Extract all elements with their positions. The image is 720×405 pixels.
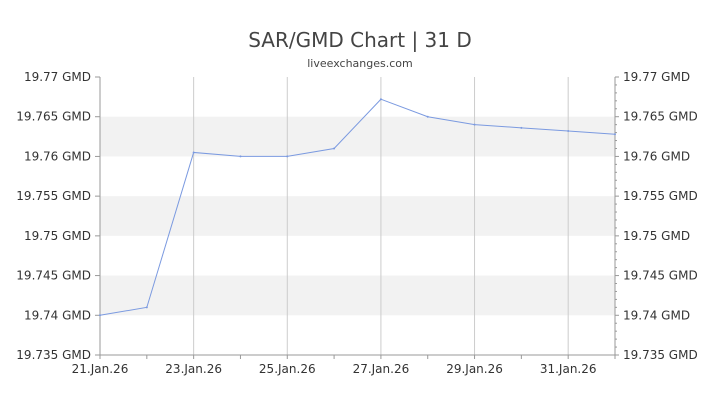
y-tick-label-left: 19.75 GMD bbox=[24, 229, 91, 243]
chart-title: SAR/GMD Chart | 31 D bbox=[248, 28, 472, 52]
data-point bbox=[145, 306, 148, 309]
y-tick-label-right: 19.735 GMD bbox=[623, 348, 698, 362]
y-tick-label-left: 19.765 GMD bbox=[16, 110, 91, 124]
data-point bbox=[473, 123, 476, 126]
y-tick-label-left: 19.735 GMD bbox=[16, 348, 91, 362]
data-point bbox=[614, 133, 616, 136]
data-point bbox=[239, 155, 242, 158]
y-tick-label-left: 19.76 GMD bbox=[24, 149, 91, 163]
x-tick-label: 21.Jan.26 bbox=[72, 362, 129, 376]
y-axis-left-ticks: 19.77 GMD 19.765 GMD 19.76 GMD 19.755 GMD 19… bbox=[16, 70, 100, 362]
x-tick-label: 27.Jan.26 bbox=[353, 362, 410, 376]
series-line bbox=[99, 98, 616, 316]
y-tick-label-left: 19.745 GMD bbox=[16, 269, 91, 283]
data-point bbox=[520, 126, 523, 129]
y-tick-label-left: 19.755 GMD bbox=[16, 189, 91, 203]
plot-band bbox=[100, 275, 615, 316]
plot-band bbox=[100, 196, 615, 236]
y-tick-label-right: 19.75 GMD bbox=[623, 229, 690, 243]
data-point bbox=[426, 115, 429, 118]
y-tick-label-left: 19.77 GMD bbox=[24, 70, 91, 84]
y-tick-label-right: 19.755 GMD bbox=[623, 189, 698, 203]
y-tick-label-left: 19.74 GMD bbox=[24, 308, 91, 322]
data-point bbox=[99, 314, 101, 317]
y-tick-label-right: 19.77 GMD bbox=[623, 70, 690, 84]
data-point bbox=[192, 151, 195, 154]
y-tick-label-right: 19.74 GMD bbox=[623, 308, 690, 322]
x-tick-label: 25.Jan.26 bbox=[259, 362, 316, 376]
series-group bbox=[99, 98, 616, 317]
x-tick-label: 29.Jan.26 bbox=[446, 362, 503, 376]
chart-subtitle: liveexchanges.com bbox=[307, 57, 412, 70]
y-axis-right-ticks: 19.77 GMD 19.765 GMD 19.76 GMD 19.755 GMD 19… bbox=[615, 70, 698, 362]
x-axis-ticks: 21.Jan.26 23.Jan.26 25.Jan.26 27.Jan.26 29.J… bbox=[72, 355, 616, 376]
data-point bbox=[567, 130, 570, 133]
axes bbox=[99, 77, 616, 356]
y-tick-label-right: 19.765 GMD bbox=[623, 110, 698, 124]
data-point bbox=[333, 147, 336, 150]
x-tick-label: 31.Jan.26 bbox=[540, 362, 597, 376]
x-tick-label: 23.Jan.26 bbox=[165, 362, 222, 376]
plot-band bbox=[100, 116, 615, 157]
data-point bbox=[379, 98, 382, 101]
y-tick-label-right: 19.745 GMD bbox=[623, 269, 698, 283]
y-tick-label-right: 19.76 GMD bbox=[623, 149, 690, 163]
data-point bbox=[286, 155, 289, 158]
plot-bands bbox=[100, 116, 615, 316]
